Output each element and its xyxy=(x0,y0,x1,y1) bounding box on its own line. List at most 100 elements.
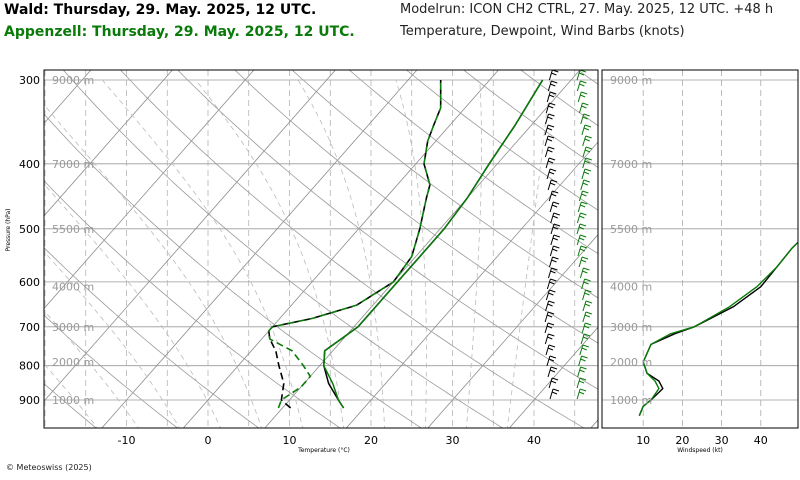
wind-barb-icon xyxy=(576,388,587,400)
dry-adiabat-line xyxy=(177,70,598,390)
wind-barb-icon xyxy=(577,366,587,378)
wind-barb-icon xyxy=(577,245,588,257)
wind-barb-icon xyxy=(547,366,558,378)
wind-barb-icon xyxy=(582,289,592,301)
wind-barb-icon xyxy=(582,311,593,323)
isotherm-line xyxy=(670,49,800,430)
wind-barb-icon xyxy=(577,201,588,213)
wind-barb-icon xyxy=(582,157,592,169)
wind-barb-icon xyxy=(576,212,587,224)
pressure-axis-label: Pressure (hPa) xyxy=(5,208,12,251)
windspeed-tick-label: 40 xyxy=(754,434,768,447)
wind-barb-icon xyxy=(579,267,590,279)
isotherm-line xyxy=(44,70,92,124)
pressure-tick-label: 500 xyxy=(19,223,40,236)
wind-barb-icon xyxy=(548,190,559,202)
variables-label: Temperature, Dewpoint, Wind Barbs (knots… xyxy=(400,24,685,39)
wind-barb-icon xyxy=(544,311,555,323)
wind-barb-icon xyxy=(544,124,555,136)
windspeed-tick-label: 30 xyxy=(715,434,729,447)
dry-adiabat-line xyxy=(119,70,585,428)
wind-barb-icon xyxy=(576,80,587,92)
isotherm-line xyxy=(264,70,581,428)
moist-adiabat-line xyxy=(44,363,98,428)
wind-barb-icon xyxy=(581,168,592,180)
green-windspeed-line xyxy=(638,241,798,416)
wind-barb-icon xyxy=(579,344,589,356)
wind-barb-icon xyxy=(550,212,560,224)
wind-barb-icon xyxy=(581,322,592,334)
wind-altitude-label: 4000 m xyxy=(610,281,652,294)
wind-altitude-label: 7000 m xyxy=(610,158,652,171)
wind-barb-icon xyxy=(578,190,589,202)
moist-adiabat-line xyxy=(44,310,139,428)
windspeed-tick-label: 10 xyxy=(636,434,650,447)
isotherm-line xyxy=(590,419,598,428)
wind-barb-icon xyxy=(582,300,593,312)
isotherm-line xyxy=(345,141,598,428)
wind-altitude-label: 9000 m xyxy=(610,74,652,87)
pressure-tick-label: 400 xyxy=(19,158,40,171)
altitude-label: 3000 m xyxy=(52,321,94,334)
wind-barb-icon xyxy=(576,234,587,246)
wind-barb-icon xyxy=(546,168,557,180)
altitude-label: 2000 m xyxy=(52,356,94,369)
dry-adiabat-line xyxy=(44,180,341,428)
main-plot-frame xyxy=(43,69,599,429)
wind-barb-icon xyxy=(546,91,557,103)
green-temperature-line xyxy=(323,79,544,409)
wind-barb-icon xyxy=(580,179,590,191)
altitude-label: 4000 m xyxy=(52,281,94,294)
wind-barb-icon xyxy=(578,355,588,367)
pressure-tick-label: 700 xyxy=(19,321,40,334)
wind-barb-icon xyxy=(547,267,558,279)
wind-barb-icon xyxy=(544,322,555,334)
dry-adiabat-line xyxy=(44,247,260,428)
dry-adiabat-line xyxy=(62,70,504,428)
dry-adiabat-line xyxy=(348,70,598,255)
wind-barb-icon xyxy=(545,113,555,125)
isotherm-line xyxy=(44,70,173,217)
copyright-text: © Meteoswiss (2025) xyxy=(6,463,92,472)
wind-barb-icon xyxy=(545,300,555,312)
wind-barb-icon xyxy=(581,124,592,136)
wind-barb-icon xyxy=(549,388,560,400)
moist-adiabat-line xyxy=(297,79,386,428)
dry-adiabat-line xyxy=(44,314,179,428)
isotherm-line xyxy=(508,326,598,428)
moist-adiabat-line xyxy=(195,79,345,428)
wind-barb-icon xyxy=(582,135,592,147)
wind-barb-icon xyxy=(578,256,589,268)
dry-adiabat-line xyxy=(774,49,800,430)
wind-barb-icon xyxy=(548,377,559,389)
moist-adiabat-line xyxy=(44,104,262,428)
green-dewpoint-line xyxy=(267,80,442,409)
wind-barb-icon xyxy=(576,223,587,235)
windspeed-tick-label: 20 xyxy=(675,434,689,447)
wind-barb-icon xyxy=(545,289,556,301)
wind-barb-icon xyxy=(577,91,588,103)
altitude-label: 5500 m xyxy=(52,223,94,236)
wind-barb-icon xyxy=(547,80,558,92)
wind-plot-frame xyxy=(601,69,799,429)
wind-barb-icon xyxy=(546,355,557,367)
dry-adiabat-line xyxy=(234,70,598,344)
isotherm-line xyxy=(44,70,336,402)
altitude-label: 9000 m xyxy=(52,74,94,87)
pressure-tick-label: 800 xyxy=(19,360,40,373)
dry-adiabat-line xyxy=(44,113,423,428)
pressure-tick-label: 300 xyxy=(19,74,40,87)
model-run-label: Modelrun: ICON CH2 CTRL, 27. May. 2025, … xyxy=(400,2,774,17)
altitude-label: 7000 m xyxy=(52,158,94,171)
wind-barb-icon xyxy=(576,377,587,389)
isotherm-line xyxy=(101,70,418,428)
wind-barb-icon xyxy=(549,245,560,257)
temperature-tick-label: 10 xyxy=(283,434,297,447)
moist-adiabat-line xyxy=(102,79,304,428)
black-temperature-line xyxy=(323,79,544,409)
moist-adiabat-line xyxy=(44,250,180,428)
wind-barb-icon xyxy=(549,201,560,213)
isotherm-line xyxy=(182,70,499,428)
wind-barb-icon xyxy=(550,234,561,246)
